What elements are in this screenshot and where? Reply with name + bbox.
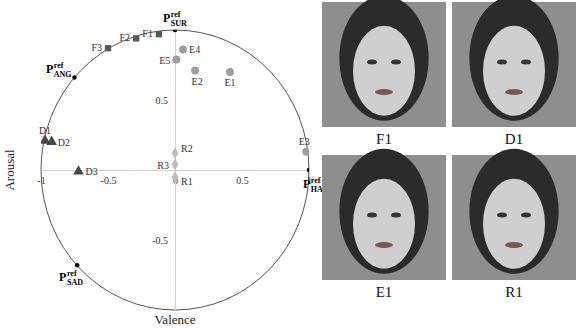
figure: -1-0.500.51-0.50.5ValenceArousalF1F2F3E1… <box>0 0 586 329</box>
reference-label-sub: ANG <box>54 70 72 79</box>
photo: E1 <box>322 149 446 300</box>
point-label: R1 <box>181 176 193 187</box>
point-label: R2 <box>181 143 193 154</box>
photo-mouth <box>505 89 523 95</box>
photo: D1 <box>452 0 576 147</box>
photo-caption: R1 <box>505 284 523 300</box>
photo-eye <box>521 60 531 65</box>
point-labels: F1F2F3E1E2E3E4E5D1D2D3R1R2R3PrefSURPrefA… <box>39 10 328 287</box>
photo-caption: E1 <box>376 284 393 300</box>
y-axis-line <box>175 31 176 311</box>
point-label: E1 <box>224 77 235 88</box>
point-diamond <box>172 159 179 171</box>
photo-hair <box>339 149 428 274</box>
photo-hair <box>469 0 558 121</box>
reference-label-sup: ref <box>54 61 64 70</box>
point-dot <box>173 30 178 32</box>
reference-label-base: P <box>303 177 310 191</box>
point-circle <box>226 68 234 76</box>
reference-label-base: P <box>46 62 53 76</box>
point-label: D3 <box>86 166 98 177</box>
photo-eye <box>497 60 507 65</box>
photo-face <box>353 179 415 269</box>
reference-label-base: P <box>59 270 66 284</box>
photo-face <box>483 26 545 116</box>
point-dot <box>307 168 309 173</box>
point-circle <box>191 67 199 75</box>
point-label: E5 <box>159 55 170 66</box>
photo-eye <box>391 213 401 218</box>
point-label: E3 <box>299 136 310 147</box>
photo-caption: F1 <box>376 131 392 147</box>
photo-mouth <box>375 89 393 95</box>
photo-eye <box>367 213 377 218</box>
x-tick: -1 <box>37 170 45 186</box>
point-label: E4 <box>189 44 200 55</box>
y-axis-title: Arousal <box>2 149 17 191</box>
photo-hair <box>469 149 558 274</box>
point-label: F1 <box>142 28 153 39</box>
photo-caption: D1 <box>505 131 523 147</box>
photo-face <box>483 179 545 269</box>
point-circle <box>172 55 180 63</box>
marks <box>41 30 309 267</box>
photo-eye <box>521 213 531 218</box>
reference-label: PrefSUR <box>163 10 187 28</box>
reference-label-sub: SUR <box>171 19 187 28</box>
photo-mouth <box>375 242 393 248</box>
point-label: D2 <box>58 137 70 148</box>
photo-mouth <box>505 242 523 248</box>
reference-label-sup: ref <box>171 10 181 19</box>
x-tick-label: -1 <box>37 175 45 186</box>
reference-label-sup: ref <box>311 176 321 185</box>
point-label: F3 <box>91 42 102 53</box>
x-axis-title: Valence <box>154 312 195 327</box>
point-triangle <box>73 165 84 174</box>
point-square <box>156 31 162 37</box>
y-tick: -0.5 <box>152 235 175 246</box>
photo-eye <box>497 213 507 218</box>
reference-label-sub: SAD <box>67 278 83 287</box>
point-diamond <box>172 147 179 159</box>
photo-face <box>353 26 415 116</box>
point-dot <box>75 263 80 268</box>
x-tick-label: 0.5 <box>236 175 249 186</box>
reference-label: PrefSAD <box>59 269 83 287</box>
point-label: E2 <box>192 76 203 87</box>
photo: F1 <box>322 0 446 147</box>
point-dot <box>72 75 77 80</box>
y-tick-label: 0.5 <box>156 95 169 106</box>
point-circle <box>302 148 309 156</box>
photo-hair <box>339 0 428 121</box>
point-label: R3 <box>157 160 169 171</box>
unit-circle <box>41 30 309 310</box>
point-diamond <box>172 171 179 183</box>
x-tick: 0.5 <box>236 170 249 186</box>
reference-label: PrefANG <box>46 61 72 79</box>
point-square <box>133 35 139 41</box>
point-label: F2 <box>120 32 131 43</box>
point-label: D1 <box>39 125 51 136</box>
photo-eye <box>367 60 377 65</box>
x-tick: -0.5 <box>101 170 117 186</box>
reference-label-sup: ref <box>67 269 77 278</box>
reference-label-base: P <box>163 11 170 25</box>
point-circle <box>179 46 187 54</box>
y-tick: 0.5 <box>156 95 176 106</box>
x-tick-label: -0.5 <box>101 175 117 186</box>
point-triangle <box>46 136 57 145</box>
y-axis: -0.5 0.5 <box>152 31 175 311</box>
point-square <box>105 45 111 51</box>
photo: R1 <box>452 149 576 300</box>
photo-eye <box>391 60 401 65</box>
y-tick-label: -0.5 <box>152 235 168 246</box>
photo-panel: F1 D1 E1 R1 <box>322 0 576 300</box>
